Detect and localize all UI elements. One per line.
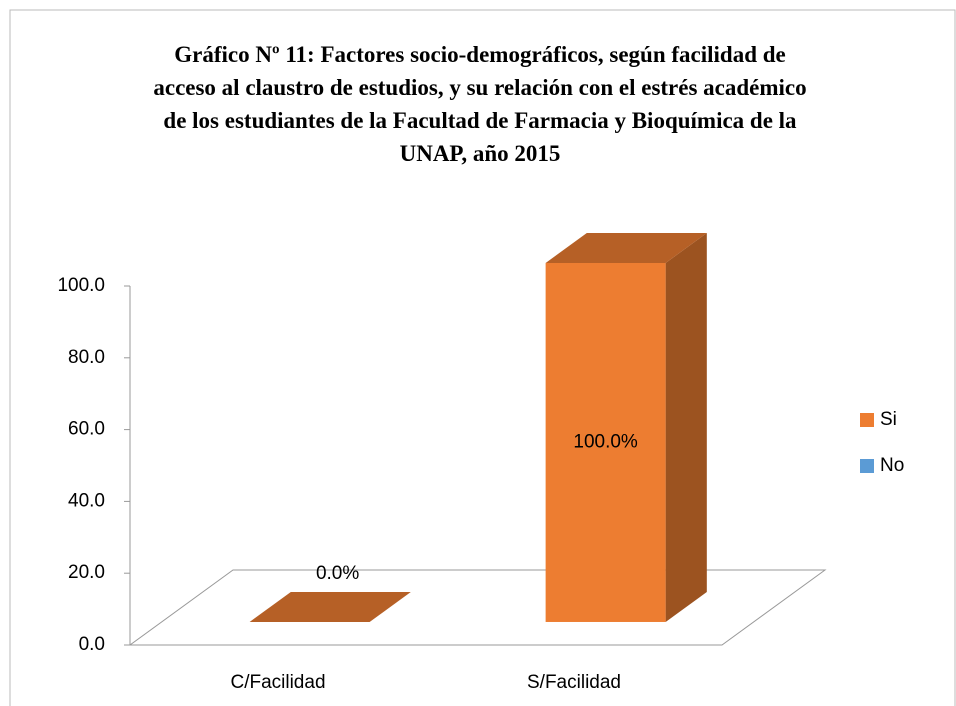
legend-swatch xyxy=(860,459,874,473)
y-tick-label: 60.0 xyxy=(68,419,105,440)
data-label: 100.0% xyxy=(573,431,638,452)
bar xyxy=(545,262,666,622)
bar-top xyxy=(545,232,707,263)
legend-label: Si xyxy=(880,409,897,430)
legend-swatch xyxy=(860,413,874,427)
floor xyxy=(128,569,827,646)
x-tick-label: C/Facilidad xyxy=(230,672,325,693)
chart-border xyxy=(9,9,956,706)
chart-title: Gráfico Nº 11: Factores socio-demográfic… xyxy=(153,42,807,166)
y-tick-label: 20.0 xyxy=(68,562,105,583)
legend-label: No xyxy=(880,455,904,476)
y-tick-label: 80.0 xyxy=(68,347,105,368)
y-tick-label: 100.0 xyxy=(57,275,105,296)
x-tick-label: S/Facilidad xyxy=(527,672,621,693)
y-tick-label: 40.0 xyxy=(68,490,105,511)
y-tick-label: 0.0 xyxy=(79,634,105,655)
bar-top xyxy=(249,591,411,622)
bar-side xyxy=(665,232,707,622)
data-label: 0.0% xyxy=(316,563,359,584)
